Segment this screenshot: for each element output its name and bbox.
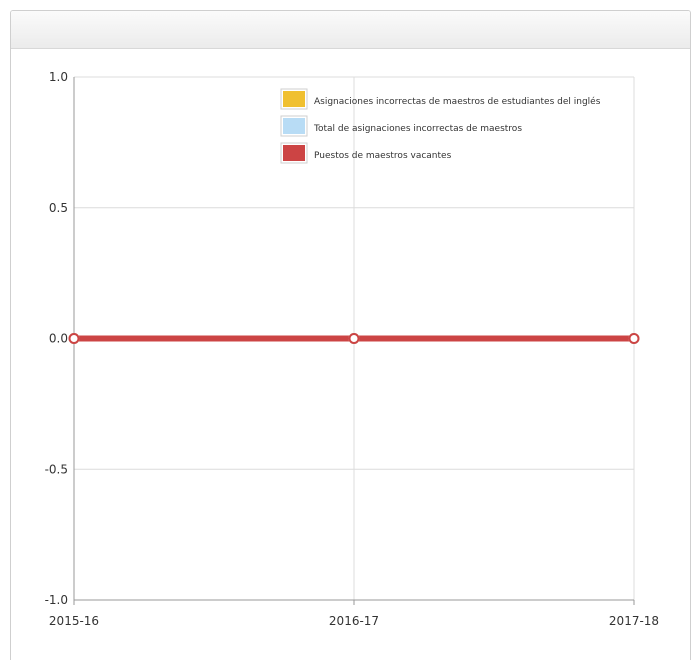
y-tick-label: -1.0 [45,593,68,607]
data-point [68,333,80,344]
chart-ticks: 1.0 0.5 0.0 -0.5 -1.0 2015-16 2016-17 2017-18 [45,70,659,628]
x-tick-label: 2017-18 [609,614,659,628]
chart-panel [10,10,691,660]
legend-swatch [283,91,305,107]
chart-series [68,333,640,344]
y-tick-label: -0.5 [45,462,68,476]
x-tick-label: 2015-16 [49,614,99,628]
data-point [628,333,640,344]
x-tick-label: 2016-17 [329,614,379,628]
y-tick-label: 1.0 [49,70,68,84]
legend-label: Total de asignaciones incorrectas de mae… [313,124,522,134]
legend-label: Puestos de maestros vacantes [314,151,452,161]
chart-legend: Asignaciones incorrectas de maestros de … [280,88,601,164]
legend-label: Asignaciones incorrectas de maestros de … [314,96,601,107]
legend-swatch [283,118,305,134]
panel-header [11,11,690,49]
legend-swatch [283,145,305,161]
y-tick-label: 0.0 [49,332,68,346]
data-point [348,333,360,344]
y-tick-label: 0.5 [49,201,68,215]
